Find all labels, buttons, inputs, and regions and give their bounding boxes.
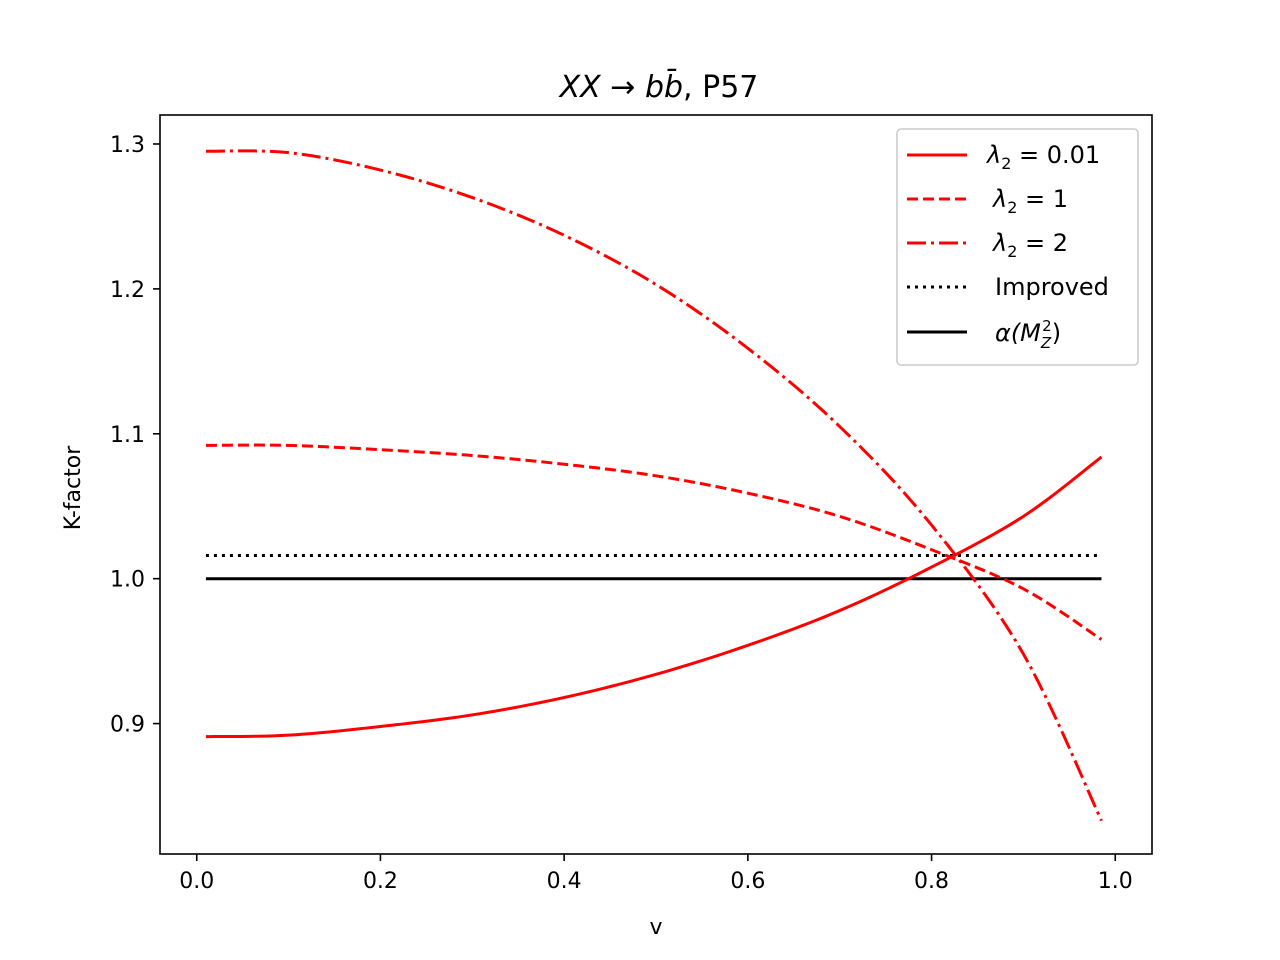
x-tick-label: 0.4 <box>547 869 582 894</box>
x-tick-label: 0.2 <box>363 869 398 894</box>
y-axis-ticks: 0.9 1.0 1.1 1.2 1.3 <box>110 133 160 738</box>
y-tick-label: 1.3 <box>110 133 145 158</box>
y-axis-label: K-factor <box>61 445 86 530</box>
y-tick-label: 1.2 <box>110 278 145 303</box>
x-tick-label: 0.6 <box>730 869 765 894</box>
plot-lines <box>205 149 1103 822</box>
series-line-2 <box>205 149 1103 822</box>
series-line-1 <box>205 443 1103 641</box>
legend-label-improved: Improved <box>995 273 1109 301</box>
legend-label-alpha-mz: α(MZ2) <box>995 317 1061 352</box>
x-tick-label: 0.0 <box>179 869 214 894</box>
x-axis-label: v <box>649 915 662 940</box>
y-tick-label: 1.0 <box>110 568 145 593</box>
legend-label-lambda-2: λ2 = 2 <box>991 229 1068 261</box>
legend-label-lambda-1: λ2 = 1 <box>991 185 1068 217</box>
y-tick-label: 0.9 <box>110 713 145 738</box>
legend-box <box>896 128 1139 366</box>
legend: λ2 = 0.01 λ2 = 1 λ2 = 2 Improved α(MZ2) <box>896 128 1139 366</box>
chart-title: XX → bb̄, P57 <box>558 69 759 105</box>
series-line-0 <box>205 455 1103 739</box>
plot-area-frame <box>159 114 1153 855</box>
y-tick-label: 1.1 <box>110 423 145 448</box>
legend-label-lambda-0-01: λ2 = 0.01 <box>985 141 1100 173</box>
x-tick-label: 1.0 <box>1098 869 1133 894</box>
x-tick-label: 0.8 <box>914 869 949 894</box>
x-axis-ticks: 0.0 0.2 0.4 0.6 0.8 1.0 <box>179 854 1133 894</box>
